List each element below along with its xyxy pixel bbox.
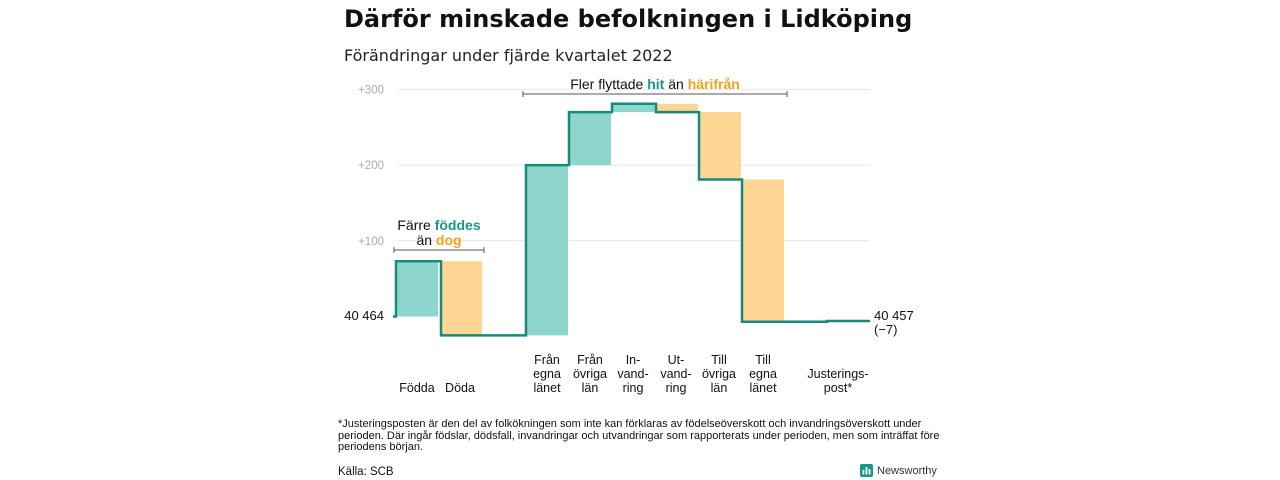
category-label: Till <box>711 353 727 367</box>
category-label: egna <box>533 367 561 381</box>
start-value-label: 40 464 <box>344 308 384 323</box>
category-label: ring <box>623 381 644 395</box>
category-label: Ut- <box>668 353 685 367</box>
category-label: Till <box>755 353 771 367</box>
annotation-highlight-deaths: dog <box>436 232 462 248</box>
annotation-migration: Fler flyttade hit än härifrån <box>570 76 740 92</box>
end-change-label: (−7) <box>874 322 897 337</box>
category-label: vand- <box>617 367 648 381</box>
waterfall-bar <box>656 103 698 113</box>
annotation-text: Färre <box>397 217 434 233</box>
annotation-highlight-in: hit <box>647 76 664 92</box>
category-label: länet <box>533 381 561 395</box>
y-tick-label: +100 <box>358 236 384 248</box>
category-label: länet <box>749 381 777 395</box>
annotation-text: Fler flyttade <box>570 76 647 92</box>
annotation-text: än <box>664 76 687 92</box>
category-label: övriga <box>702 367 736 381</box>
category-label: post* <box>824 381 853 395</box>
chart-title: Därför minskade befolkningen i Lidköping <box>344 5 913 33</box>
brand-logo: Newsworthy <box>860 464 937 477</box>
category-label: län <box>711 381 728 395</box>
waterfall-bar <box>699 112 741 180</box>
waterfall-bar <box>396 261 438 317</box>
annotation-highlight-out: härifrån <box>688 76 740 92</box>
waterfall-bar <box>441 261 482 336</box>
waterfall-bar <box>612 103 655 113</box>
cumulative-line <box>393 102 870 337</box>
footnote: *Justeringsposten är den del av folkökni… <box>338 418 940 453</box>
category-label: ring <box>666 381 687 395</box>
waterfall-bar <box>526 165 568 336</box>
end-value-label: 40 457 <box>874 308 914 323</box>
category-label: vand- <box>660 367 691 381</box>
category-label: län <box>582 381 599 395</box>
category-label: Justerings- <box>807 367 868 381</box>
chart-subtitle: Förändringar under fjärde kvartalet 2022 <box>344 46 673 65</box>
category-label: Från <box>534 353 560 367</box>
category-label: Döda <box>445 381 475 395</box>
annotation-births-deaths-line2: än dog <box>416 232 461 248</box>
waterfall-bar <box>742 179 784 322</box>
waterfall-bar <box>569 112 611 166</box>
source-note: Källa: SCB <box>338 466 394 478</box>
newsworthy-logo-icon <box>860 464 873 477</box>
category-label: In- <box>626 353 641 367</box>
y-tick-label: +300 <box>358 84 384 96</box>
annotation-text: än <box>416 232 435 248</box>
category-label: egna <box>749 367 777 381</box>
category-label: Födda <box>399 381 434 395</box>
annotation-highlight-births: föddes <box>435 217 481 233</box>
y-tick-label: +200 <box>358 160 384 172</box>
brand-name: Newsworthy <box>877 464 937 477</box>
category-label: Från <box>577 353 603 367</box>
annotation-births-deaths-line1: Färre föddes <box>397 217 480 233</box>
category-label: övriga <box>573 367 607 381</box>
